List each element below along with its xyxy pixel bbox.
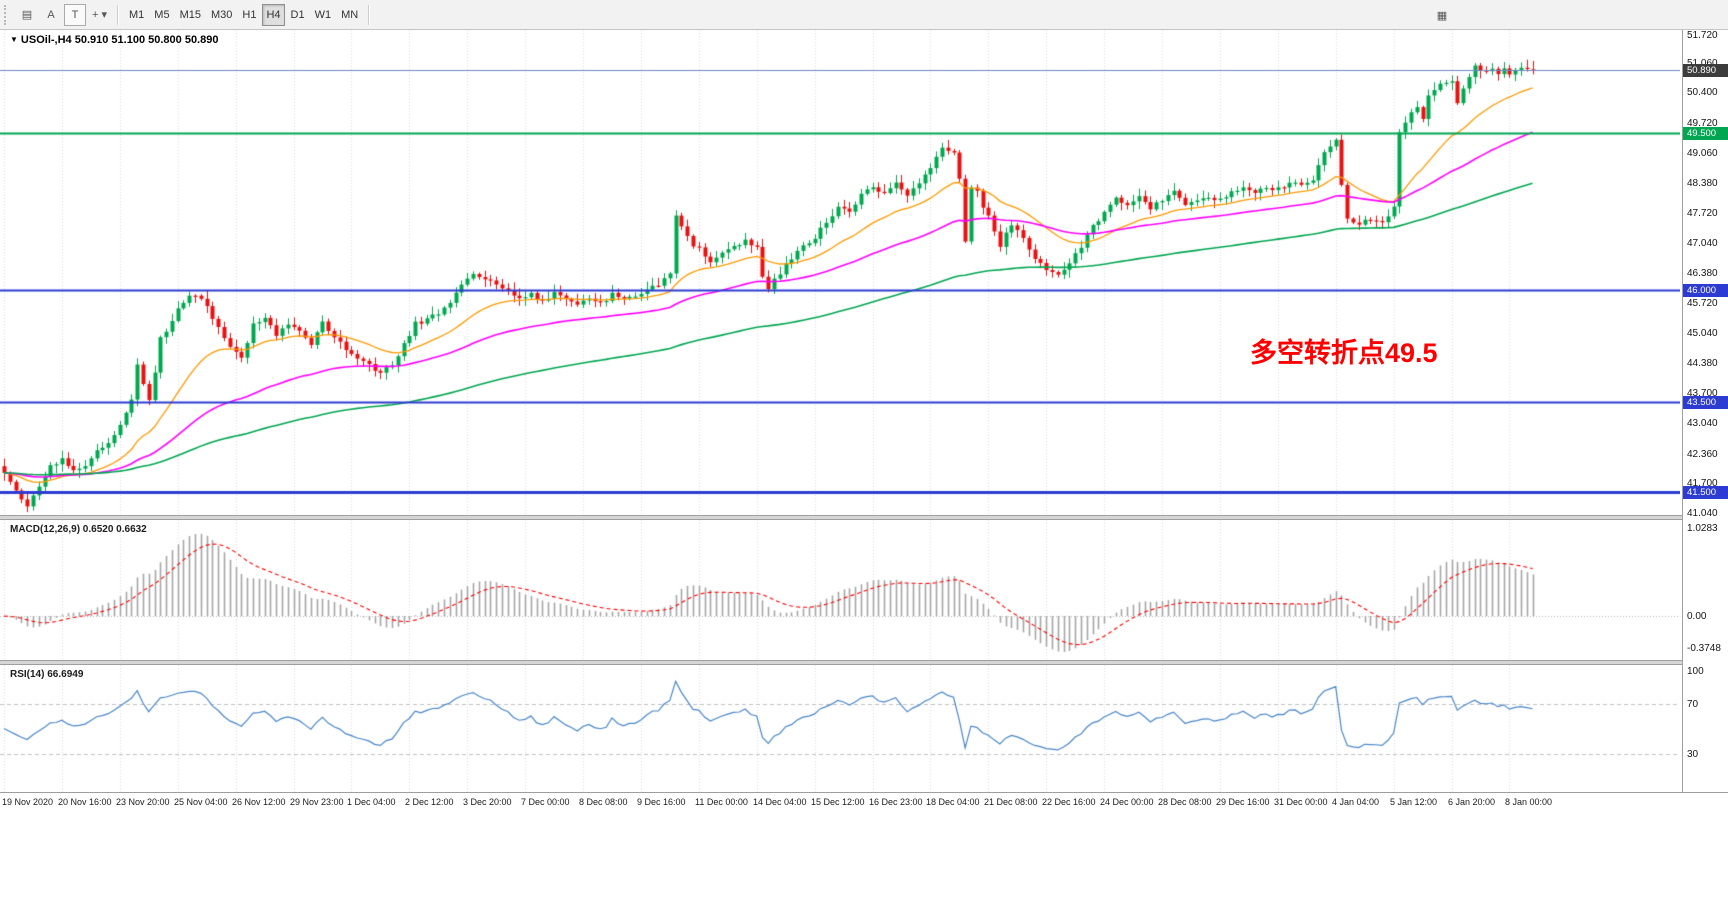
panel-separator[interactable]: [0, 660, 1728, 665]
time-axis-label: 15 Dec 12:00: [811, 797, 865, 807]
price-tick-label: 45.040: [1687, 328, 1718, 339]
toolbar-grip: [4, 4, 11, 25]
top-toolbar: ▤ A T + ▾ M1 M5 M15 M30 H1 H4 D1 W1 MN ▦: [0, 0, 1728, 30]
timeframe-button-mn[interactable]: MN: [341, 8, 359, 21]
price-tick-label: 48.380: [1687, 178, 1718, 189]
time-axis-label: 25 Nov 04:00: [174, 797, 228, 807]
macd-label: MACD(12,26,9) 0.6520 0.6632: [10, 524, 147, 535]
collapse-triangle-icon: ▼: [10, 35, 18, 44]
timeframe-button-h1[interactable]: H1: [242, 8, 257, 21]
price-tick-label: 46.380: [1687, 268, 1718, 279]
toolbar-separator: [117, 4, 120, 25]
time-axis-label: 6 Jan 20:00: [1448, 797, 1496, 807]
time-axis-label: 20 Nov 16:00: [58, 797, 112, 807]
price-tick-label: 49.060: [1687, 148, 1718, 159]
price-tag-49.500: 49.500: [1683, 127, 1728, 140]
price-tag-43.500: 43.500: [1683, 396, 1728, 409]
time-axis-label: 3 Dec 20:00: [463, 797, 512, 807]
time-axis-label: 18 Dec 04:00: [926, 797, 980, 807]
draw-tools-dropdown[interactable]: + ▾: [92, 9, 108, 21]
timeframe-button-m1[interactable]: M1: [129, 8, 145, 21]
time-axis-label: 8 Dec 08:00: [579, 797, 628, 807]
chart-window-icon[interactable]: ▤: [21, 9, 33, 21]
timeframe-button-d1[interactable]: D1: [290, 8, 305, 21]
price-tick-label: 41.040: [1687, 508, 1718, 519]
time-axis-label: 26 Nov 12:00: [232, 797, 286, 807]
time-axis-label: 7 Dec 00:00: [521, 797, 570, 807]
chart-title: ▼ USOil-,H4 50.910 51.100 50.800 50.890: [10, 34, 218, 46]
price-tick-label: 41.700: [1687, 478, 1718, 489]
timeframe-button-w1[interactable]: W1: [314, 8, 332, 21]
price-tick-label: 43.040: [1687, 418, 1718, 429]
timeframe-button-m5[interactable]: M5: [154, 8, 170, 21]
rsi-label: RSI(14) 66.6949: [10, 669, 84, 680]
time-axis-label: 8 Jan 00:00: [1505, 797, 1553, 807]
time-axis-label: 14 Dec 04:00: [753, 797, 807, 807]
chart-ohlc-values: 50.910 51.100 50.800 50.890: [74, 34, 219, 46]
rsi-tick-label: 70: [1687, 699, 1699, 710]
time-axis-label: 28 Dec 08:00: [1158, 797, 1212, 807]
price-tick-label: 47.040: [1687, 238, 1718, 249]
time-axis-label: 23 Nov 20:00: [116, 797, 170, 807]
macd-indicator-canvas[interactable]: [0, 520, 1680, 660]
price-tick-label: 49.720: [1687, 118, 1718, 129]
time-axis-label: 19 Nov 2020: [2, 797, 54, 807]
macd-tick-label: 1.0283: [1687, 523, 1718, 534]
time-axis-label: 1 Dec 04:00: [347, 797, 396, 807]
timeframe-button-m30[interactable]: M30: [210, 8, 233, 21]
price-tick-label: 42.360: [1687, 449, 1718, 460]
price-tick-label: 47.720: [1687, 208, 1718, 219]
rsi-tick-label: 30: [1687, 749, 1699, 760]
price-tag-41.500: 41.500: [1683, 486, 1728, 499]
price-tick-label: 51.720: [1687, 30, 1718, 41]
price-chart-canvas[interactable]: [0, 30, 1680, 515]
time-axis-label: 22 Dec 16:00: [1042, 797, 1096, 807]
time-axis-label: 9 Dec 16:00: [637, 797, 686, 807]
price-tick-label: 45.720: [1687, 298, 1718, 309]
price-axis[interactable]: 51.720 51.060 50.400 49.720 49.060 48.380 47.7…: [1682, 30, 1728, 792]
chart-annotation-text: 多空转折点49.5: [1250, 338, 1438, 368]
time-axis-label: 11 Dec 00:00: [695, 797, 748, 807]
timeframes-group: M1 M5 M15 M30 H1 H4 D1 W1 MN: [124, 3, 363, 26]
rsi-indicator-canvas[interactable]: [0, 665, 1680, 792]
macd-tick-label: -0.3748: [1687, 643, 1721, 654]
text-label-a-button[interactable]: A: [47, 8, 55, 21]
chart-symbol-label: USOil-,H4: [20, 34, 72, 46]
time-axis-label: 31 Dec 00:00: [1274, 797, 1328, 807]
price-tick-label: 51.060: [1687, 58, 1718, 69]
timeframe-button-m15[interactable]: M15: [179, 8, 201, 21]
panel-toggle-icon[interactable]: ▦: [1436, 9, 1448, 22]
price-tick-label: 44.380: [1687, 358, 1718, 369]
time-axis-label: 29 Dec 16:00: [1216, 797, 1270, 807]
panel-separator[interactable]: [0, 515, 1728, 520]
chart-tools-group: ▤ A T + ▾: [15, 3, 112, 26]
time-axis-label: 2 Dec 12:00: [405, 797, 454, 807]
time-axis-label: 24 Dec 00:00: [1100, 797, 1154, 807]
price-tick-label: 50.400: [1687, 87, 1718, 98]
macd-tick-label: 0.00: [1687, 611, 1707, 622]
time-axis[interactable]: 19 Nov 2020 20 Nov 16:00 23 Nov 20:00 25 No…: [0, 792, 1728, 812]
rsi-tick-label: 100: [1687, 666, 1704, 677]
toolbar-separator: [368, 4, 371, 25]
time-axis-label: 4 Jan 04:00: [1332, 797, 1380, 807]
time-axis-label: 21 Dec 08:00: [984, 797, 1038, 807]
timeframe-button-h4[interactable]: H4: [262, 3, 285, 26]
price-tag-50.890: 50.890: [1683, 64, 1728, 77]
time-axis-label: 5 Jan 12:00: [1390, 797, 1438, 807]
price-tick-label: 43.700: [1687, 388, 1718, 399]
time-axis-label: 16 Dec 23:00: [869, 797, 923, 807]
price-tag-46.000: 46.000: [1683, 284, 1728, 297]
text-tool-button[interactable]: T: [64, 3, 86, 26]
time-axis-label: 29 Nov 23:00: [290, 797, 344, 807]
